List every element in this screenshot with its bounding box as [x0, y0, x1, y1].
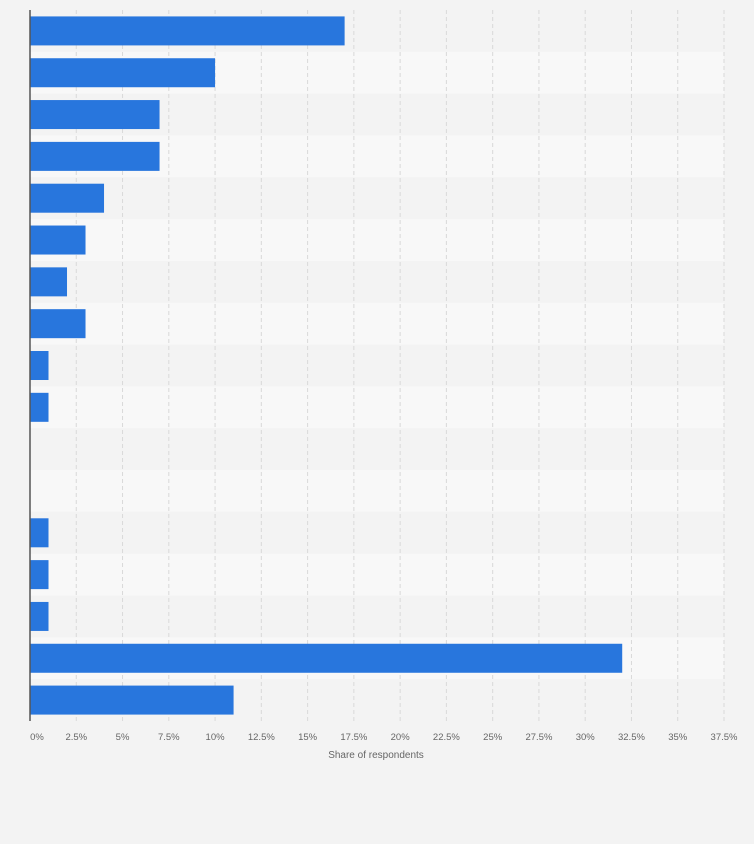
- bar: [30, 100, 160, 130]
- x-tick-label: 10%: [206, 732, 226, 743]
- x-tick-label: 27.5%: [525, 732, 552, 743]
- bar: [30, 351, 49, 380]
- x-tick-label: 12.5%: [248, 732, 275, 743]
- x-tick-label: 35%: [668, 732, 688, 743]
- row-band: [30, 219, 724, 261]
- x-tick-label: 7.5%: [158, 732, 180, 743]
- bar: [30, 309, 86, 339]
- bars: [30, 16, 623, 715]
- bar: [30, 643, 623, 673]
- bar: [30, 225, 86, 255]
- x-axis-ticks: 0% 2.5% 5% 7.5% 10% 12.5% 15% 17.5% 20% 22.5% 25% 2…: [30, 732, 738, 743]
- bar: [30, 183, 105, 213]
- x-tick-label: 37.5%: [711, 732, 738, 743]
- x-tick-label: 2.5%: [65, 732, 87, 743]
- bar: [30, 392, 49, 422]
- x-axis-label: Share of respondents: [328, 750, 424, 761]
- bar: [30, 601, 49, 631]
- row-band: [30, 344, 724, 387]
- row-band: [30, 386, 724, 429]
- bar: [30, 141, 160, 171]
- bar: [30, 685, 234, 715]
- bar: [30, 16, 345, 46]
- x-tick-label: 32.5%: [618, 732, 645, 743]
- x-tick-label: 30%: [576, 732, 596, 743]
- bar: [30, 518, 49, 548]
- x-tick-label: 5%: [116, 732, 130, 743]
- row-band: [30, 553, 724, 596]
- row-band: [30, 470, 724, 512]
- row-band: [30, 177, 724, 220]
- row-band: [30, 511, 724, 554]
- x-tick-label: 0%: [30, 732, 44, 743]
- bar: [30, 267, 68, 297]
- row-band: [30, 302, 724, 345]
- bar: [30, 560, 49, 590]
- row-band: [30, 595, 724, 638]
- x-tick-label: 25%: [483, 732, 503, 743]
- x-tick-label: 22.5%: [433, 732, 460, 743]
- x-tick-label: 17.5%: [340, 732, 367, 743]
- row-band: [30, 428, 724, 471]
- x-tick-label: 20%: [391, 732, 411, 743]
- bar: [30, 58, 216, 88]
- x-tick-label: 15%: [298, 732, 318, 743]
- row-band: [30, 260, 724, 303]
